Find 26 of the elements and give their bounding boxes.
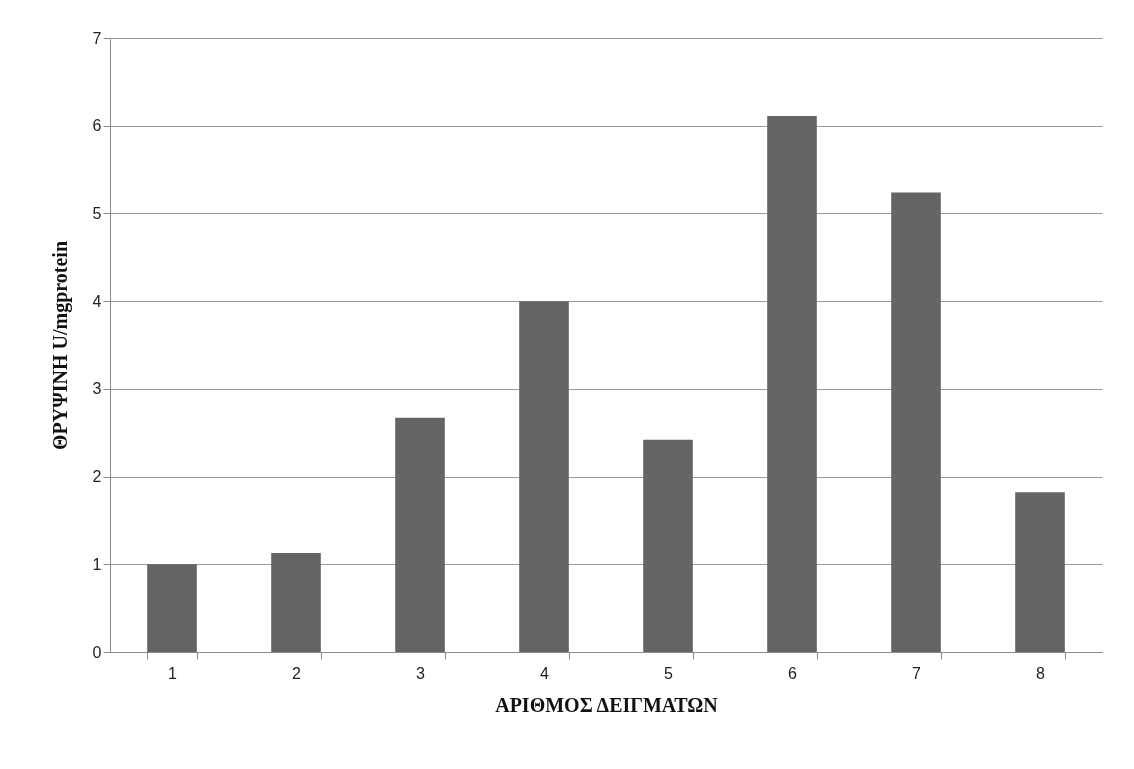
y-axis-title: ΘΡΥΨΙΝΗ U/mgprotein: [48, 240, 72, 451]
bar: [395, 417, 445, 652]
x-axis-title: ΑΡΙΘΜΟΣ ΔΕΙΓΜΑΤΩΝ: [495, 693, 719, 716]
x-tick-label: 2: [292, 664, 302, 682]
x-tick-label: 8: [1036, 664, 1046, 682]
y-tick-label: 2: [92, 468, 102, 486]
x-tick-label: 3: [416, 664, 426, 682]
y-tick-label: 4: [92, 292, 102, 310]
y-tick-label: 6: [92, 117, 102, 135]
x-tick-label: 7: [912, 664, 922, 682]
x-tick-label: 6: [788, 664, 798, 682]
x-tick-label: 4: [540, 664, 550, 682]
y-tick-label: 1: [92, 555, 102, 573]
bar: [891, 192, 941, 652]
bar: [147, 564, 197, 652]
y-tick-label: 3: [92, 380, 102, 398]
bar: [767, 116, 817, 652]
x-tick-label: 1: [168, 664, 178, 682]
bar: [271, 552, 321, 652]
bar: [643, 439, 693, 652]
y-tick-label: 0: [92, 643, 102, 661]
bar: [519, 301, 569, 652]
y-tick-label: 5: [92, 204, 102, 222]
x-tick-label: 5: [664, 664, 674, 682]
bar: [1015, 492, 1065, 652]
y-tick-label: 7: [92, 29, 102, 47]
